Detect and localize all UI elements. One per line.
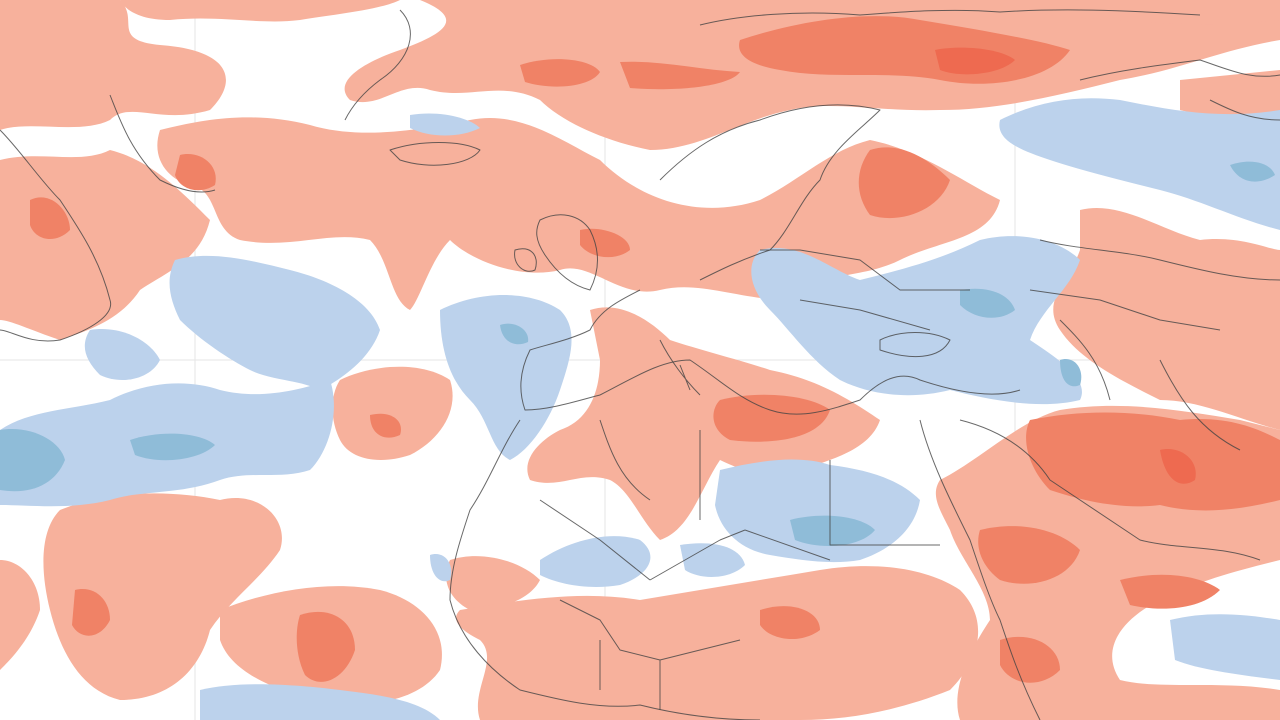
strong-warm-anomaly-areas <box>30 16 1280 683</box>
strong-cold-anomaly-areas <box>0 161 1275 546</box>
coastlines-and-borders <box>0 9 1280 720</box>
